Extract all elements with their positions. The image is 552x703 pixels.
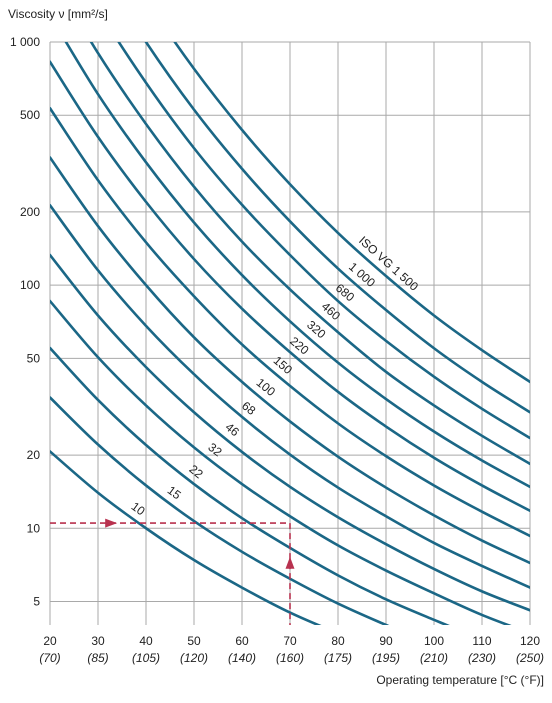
viscosity-curve bbox=[50, 106, 530, 538]
x-tick-label-fahrenheit: (210) bbox=[420, 651, 448, 665]
viscosity-curve bbox=[50, 203, 530, 589]
viscosity-curve bbox=[64, 42, 530, 489]
viscosity-curve bbox=[144, 42, 530, 414]
x-tick-label: 90 bbox=[379, 634, 393, 648]
y-tick-label: 10 bbox=[27, 521, 41, 535]
x-axis-title: Operating temperature [°C (°F)] bbox=[376, 673, 544, 687]
y-tick-label: 1 000 bbox=[10, 35, 40, 49]
x-tick-label-fahrenheit: (120) bbox=[180, 651, 208, 665]
curve-label: 32 bbox=[205, 440, 224, 459]
x-tick-label: 30 bbox=[91, 634, 105, 648]
viscosity-curve bbox=[117, 42, 530, 440]
x-tick-label-fahrenheit: (230) bbox=[468, 651, 496, 665]
y-tick-label: 20 bbox=[27, 448, 41, 462]
x-tick-label-fahrenheit: (250) bbox=[516, 651, 544, 665]
x-tick-label: 60 bbox=[235, 634, 249, 648]
y-axis-title: Viscosity ν [mm²/s] bbox=[8, 7, 108, 21]
x-tick-label: 20 bbox=[43, 634, 57, 648]
reference-arrow bbox=[285, 556, 295, 569]
x-tick-label-fahrenheit: (140) bbox=[228, 651, 256, 665]
curve-label: 10 bbox=[129, 499, 148, 518]
x-tick-label: 120 bbox=[520, 634, 540, 648]
viscosity-curve bbox=[50, 450, 322, 625]
viscosity-curve bbox=[173, 42, 530, 384]
viscosity-curve bbox=[50, 60, 530, 513]
x-tick-label-fahrenheit: (160) bbox=[276, 651, 304, 665]
x-tick-label: 50 bbox=[187, 634, 201, 648]
viscosity-curve bbox=[50, 156, 530, 565]
x-tick-label: 70 bbox=[283, 634, 297, 648]
x-tick-label: 40 bbox=[139, 634, 153, 648]
x-tick-label-fahrenheit: (70) bbox=[39, 651, 60, 665]
curve-label: 46 bbox=[223, 420, 242, 440]
x-tick-label: 80 bbox=[331, 634, 345, 648]
y-tick-label: 500 bbox=[20, 108, 40, 122]
y-tick-label: 200 bbox=[20, 205, 40, 219]
reference-arrow bbox=[105, 518, 118, 528]
x-tick-label-fahrenheit: (105) bbox=[132, 651, 160, 665]
x-tick-label-fahrenheit: (195) bbox=[372, 651, 400, 665]
viscosity-curve bbox=[50, 253, 530, 612]
curve-label: 15 bbox=[165, 483, 184, 502]
x-tick-label: 100 bbox=[424, 634, 444, 648]
x-tick-label-fahrenheit: (175) bbox=[324, 651, 352, 665]
y-tick-label: 100 bbox=[20, 278, 40, 292]
viscosity-curve bbox=[50, 299, 512, 625]
viscosity-curve bbox=[89, 42, 530, 466]
y-tick-label: 5 bbox=[33, 594, 40, 608]
x-tick-label: 110 bbox=[472, 634, 491, 648]
curve-label: 22 bbox=[187, 462, 206, 481]
y-tick-label: 50 bbox=[27, 351, 41, 365]
x-tick-label-fahrenheit: (85) bbox=[87, 651, 108, 665]
